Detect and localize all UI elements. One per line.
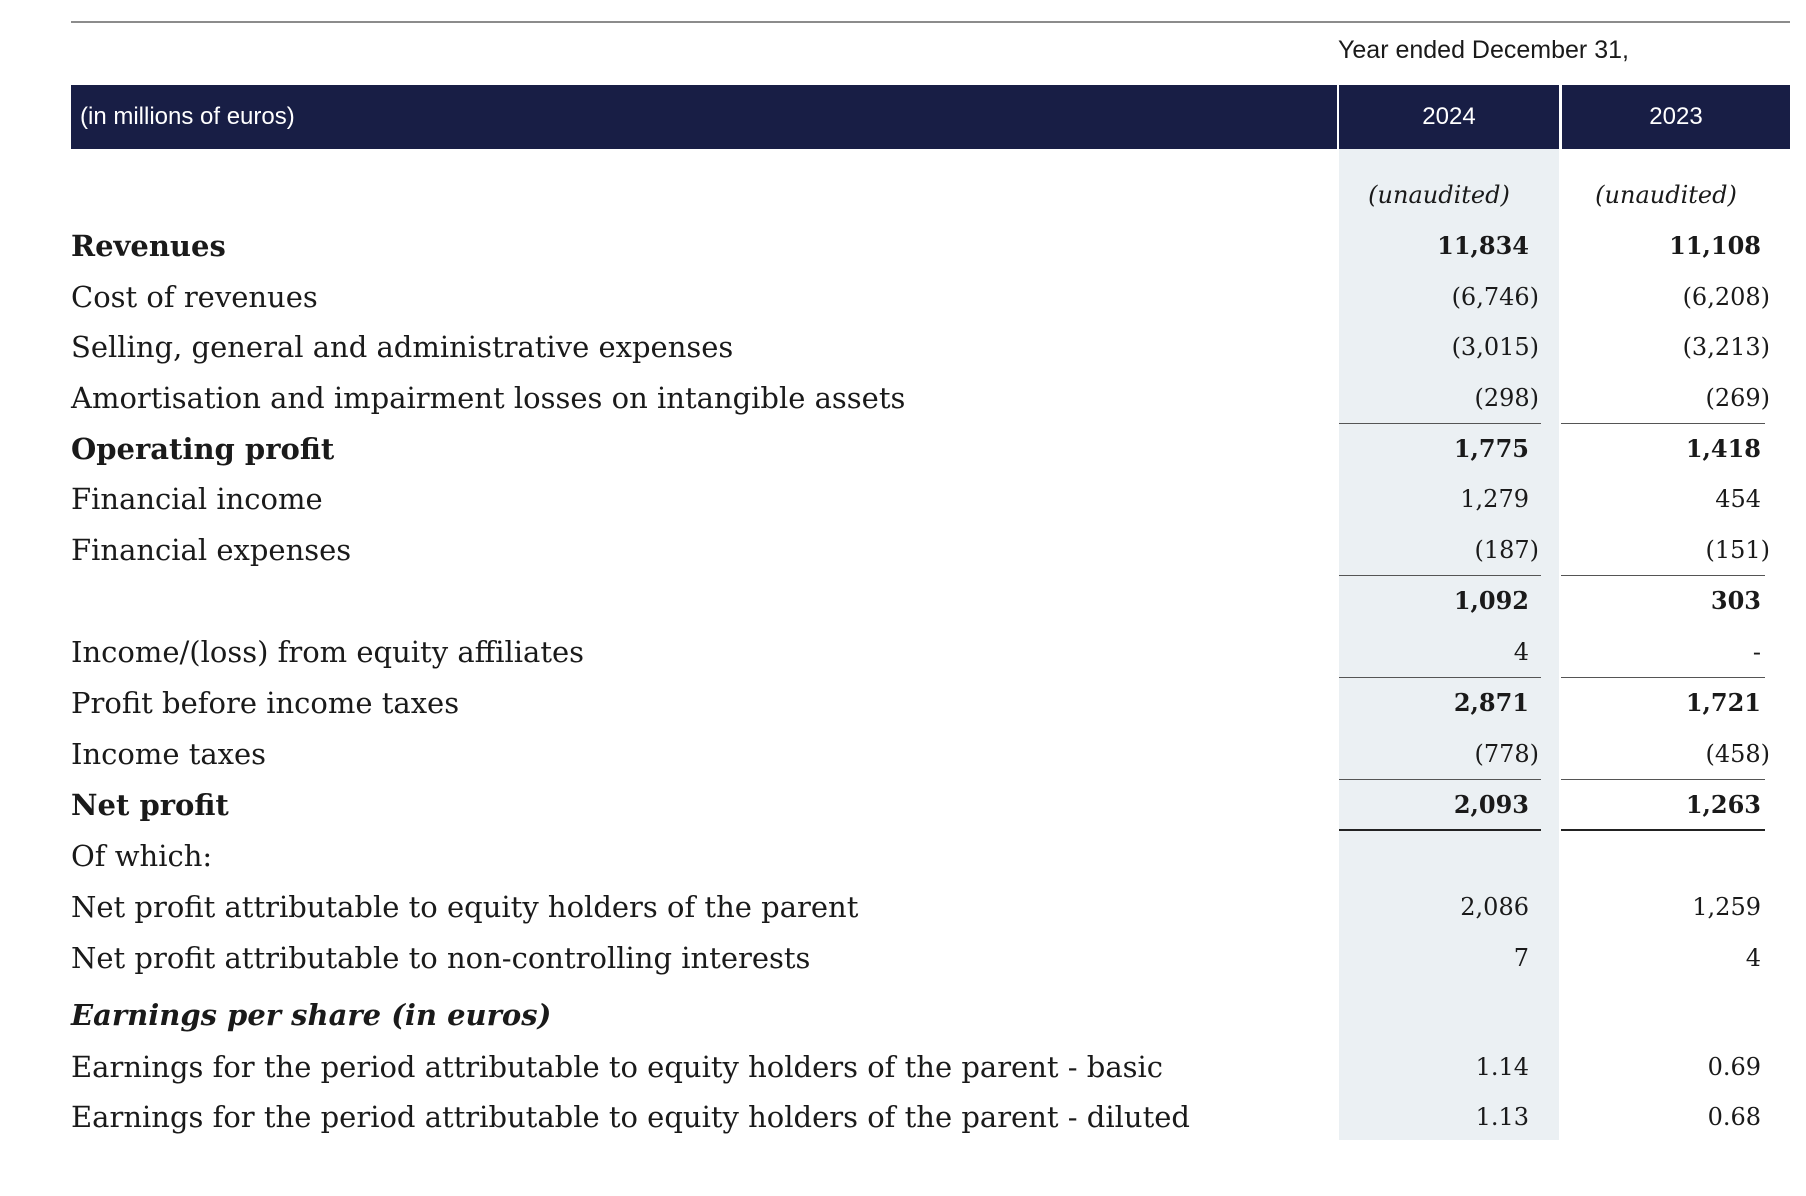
value-2023: 1,259 — [1692, 893, 1761, 921]
value-2023: 303 — [1710, 586, 1761, 615]
value-2023: (3,213) — [1682, 333, 1770, 361]
value-2024: 1,775 — [1453, 434, 1529, 463]
row-label: Earnings for the period attributable to … — [71, 1050, 1164, 1084]
value-2024: (298) — [1474, 384, 1539, 412]
current-year-shading — [1339, 149, 1559, 1140]
value-2023: 1,418 — [1685, 434, 1761, 463]
value-2023: 1,263 — [1685, 790, 1761, 819]
table-row: Operating profit 1,775 1,418 — [71, 425, 1790, 473]
value-2024: 1.14 — [1475, 1053, 1529, 1081]
subtotal-rule — [1339, 575, 1541, 576]
table-row: Revenues 11,834 11,108 — [71, 222, 1790, 270]
row-label: Of which: — [71, 839, 213, 873]
row-label: Operating profit — [71, 432, 335, 466]
row-label: Net profit — [71, 788, 229, 822]
unaudited-2024: (unaudited) — [1368, 181, 1510, 209]
table-row: Amortisation and impairment losses on in… — [71, 374, 1790, 422]
value-2023: 454 — [1715, 485, 1761, 513]
subtotal-rule — [1561, 779, 1765, 780]
year-2023-header: 2023 — [1562, 85, 1790, 149]
table-row: Earnings for the period attributable to … — [71, 1093, 1790, 1141]
value-2024: (6,746) — [1451, 283, 1539, 311]
row-label: Net profit attributable to equity holder… — [71, 890, 859, 924]
value-2024: 2,086 — [1460, 893, 1529, 921]
value-2023: 0.69 — [1707, 1053, 1761, 1081]
table-row: Net profit attributable to non-controlli… — [71, 934, 1790, 982]
value-2023: (458) — [1705, 740, 1770, 768]
value-2024: 2,871 — [1453, 688, 1529, 717]
value-2024: (187) — [1474, 536, 1539, 564]
subtotal-rule — [1339, 423, 1541, 424]
value-2023: 1,721 — [1685, 688, 1761, 717]
table-row: Of which: — [71, 832, 1790, 880]
table-row: Cost of revenues (6,746) (6,208) — [71, 273, 1790, 321]
table-row: Income taxes (778) (458) — [71, 730, 1790, 778]
year-2024-header: 2024 — [1339, 85, 1559, 149]
table-row: Earnings for the period attributable to … — [71, 1043, 1790, 1091]
table-row: Net profit 2,093 1,263 — [71, 781, 1790, 829]
subtotal-rule — [1339, 779, 1541, 780]
unaudited-row: (unaudited) (unaudited) — [71, 171, 1790, 219]
table-row: Selling, general and administrative expe… — [71, 323, 1790, 371]
value-2023: - — [1752, 638, 1761, 666]
row-label: Net profit attributable to non-controlli… — [71, 941, 811, 975]
row-label: Financial expenses — [71, 533, 352, 567]
subtotal-rule — [1561, 575, 1765, 576]
table-row: Income/(loss) from equity affiliates 4 - — [71, 628, 1790, 676]
value-2024: 2,093 — [1453, 790, 1529, 819]
value-2023: 11,108 — [1669, 231, 1761, 260]
value-2024: (778) — [1474, 740, 1539, 768]
value-2024: 1.13 — [1475, 1103, 1529, 1131]
row-label: Income taxes — [71, 737, 267, 771]
table-row: Earnings per share (in euros) — [71, 991, 1790, 1039]
row-label: Cost of revenues — [71, 280, 318, 314]
row-label: Revenues — [71, 229, 226, 263]
value-2024: 1,279 — [1460, 485, 1529, 513]
value-2024: 4 — [1513, 638, 1529, 666]
table-row: Net profit attributable to equity holder… — [71, 883, 1790, 931]
value-2023: (6,208) — [1682, 283, 1770, 311]
table-row: Profit before income taxes 2,871 1,721 — [71, 679, 1790, 727]
value-2024: 11,834 — [1437, 231, 1529, 260]
row-label: Financial income — [71, 482, 323, 516]
value-2023: 4 — [1745, 944, 1761, 972]
unaudited-2023: (unaudited) — [1595, 181, 1737, 209]
value-2023: (269) — [1705, 384, 1770, 412]
period-heading: Year ended December 31, — [1338, 36, 1629, 64]
row-label: Income/(loss) from equity affiliates — [71, 635, 585, 669]
top-rule — [71, 21, 1790, 23]
value-2024: (3,015) — [1451, 333, 1539, 361]
table-row: 1,092 303 — [71, 577, 1790, 625]
subtotal-rule — [1561, 677, 1765, 678]
subtotal-rule — [1339, 677, 1541, 678]
section-heading: Earnings per share (in euros) — [71, 998, 552, 1032]
table-row: Financial income 1,279 454 — [71, 475, 1790, 523]
table-row: Financial expenses (187) (151) — [71, 526, 1790, 574]
subtotal-rule — [1561, 423, 1765, 424]
row-label: Earnings for the period attributable to … — [71, 1100, 1190, 1134]
row-label: Selling, general and administrative expe… — [71, 330, 734, 364]
value-2023: 0.68 — [1707, 1103, 1761, 1131]
total-rule — [1561, 829, 1765, 831]
table-header: (in millions of euros) 2024 2023 — [71, 85, 1790, 149]
row-label: Amortisation and impairment losses on in… — [71, 381, 906, 415]
value-2024: 7 — [1513, 944, 1529, 972]
value-2024: 1,092 — [1453, 586, 1529, 615]
total-rule — [1339, 829, 1541, 831]
value-2023: (151) — [1705, 536, 1770, 564]
units-label: (in millions of euros) — [71, 85, 1337, 149]
row-label: Profit before income taxes — [71, 686, 460, 720]
